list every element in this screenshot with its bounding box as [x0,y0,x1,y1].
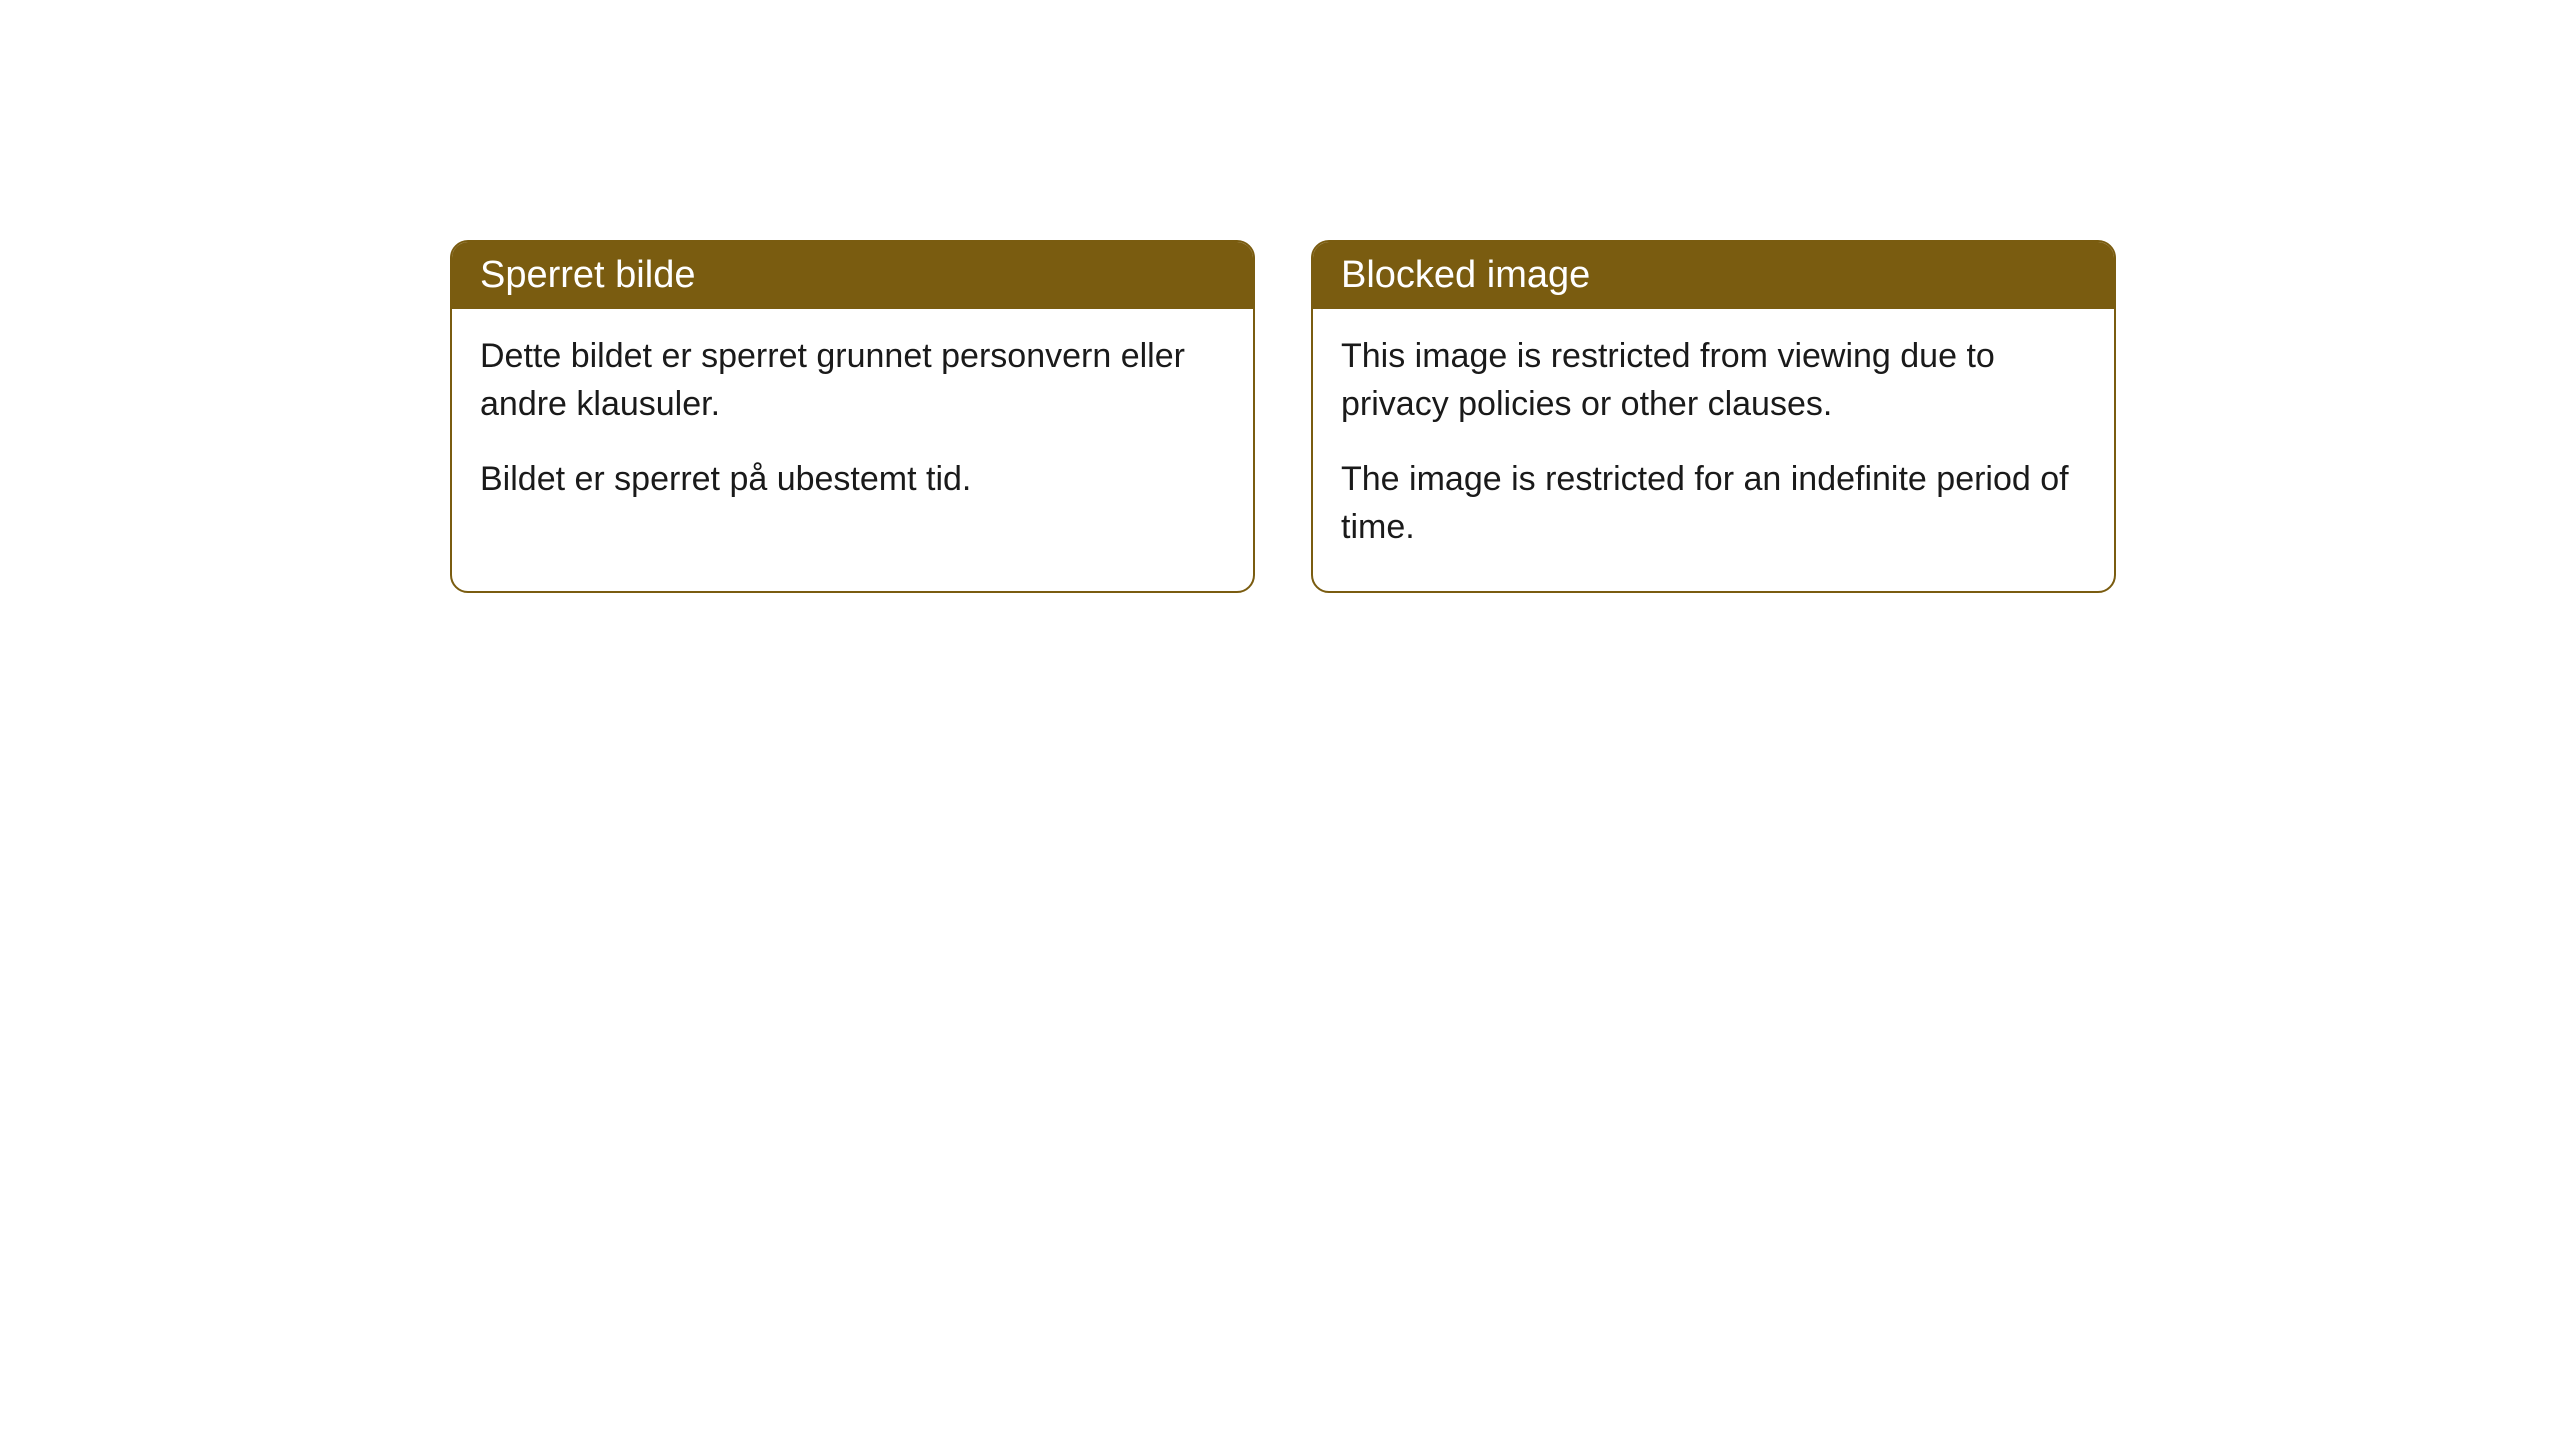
card-paragraph-2: The image is restricted for an indefinit… [1341,456,2086,551]
card-paragraph-1: Dette bildet er sperret grunnet personve… [480,333,1225,428]
card-body-norwegian: Dette bildet er sperret grunnet personve… [452,309,1253,544]
blocked-image-card-english: Blocked image This image is restricted f… [1311,240,2116,593]
card-paragraph-1: This image is restricted from viewing du… [1341,333,2086,428]
card-header-english: Blocked image [1313,242,2114,309]
card-paragraph-2: Bildet er sperret på ubestemt tid. [480,456,1225,504]
card-body-english: This image is restricted from viewing du… [1313,309,2114,591]
blocked-image-card-norwegian: Sperret bilde Dette bildet er sperret gr… [450,240,1255,593]
cards-container: Sperret bilde Dette bildet er sperret gr… [0,0,2560,593]
card-header-norwegian: Sperret bilde [452,242,1253,309]
